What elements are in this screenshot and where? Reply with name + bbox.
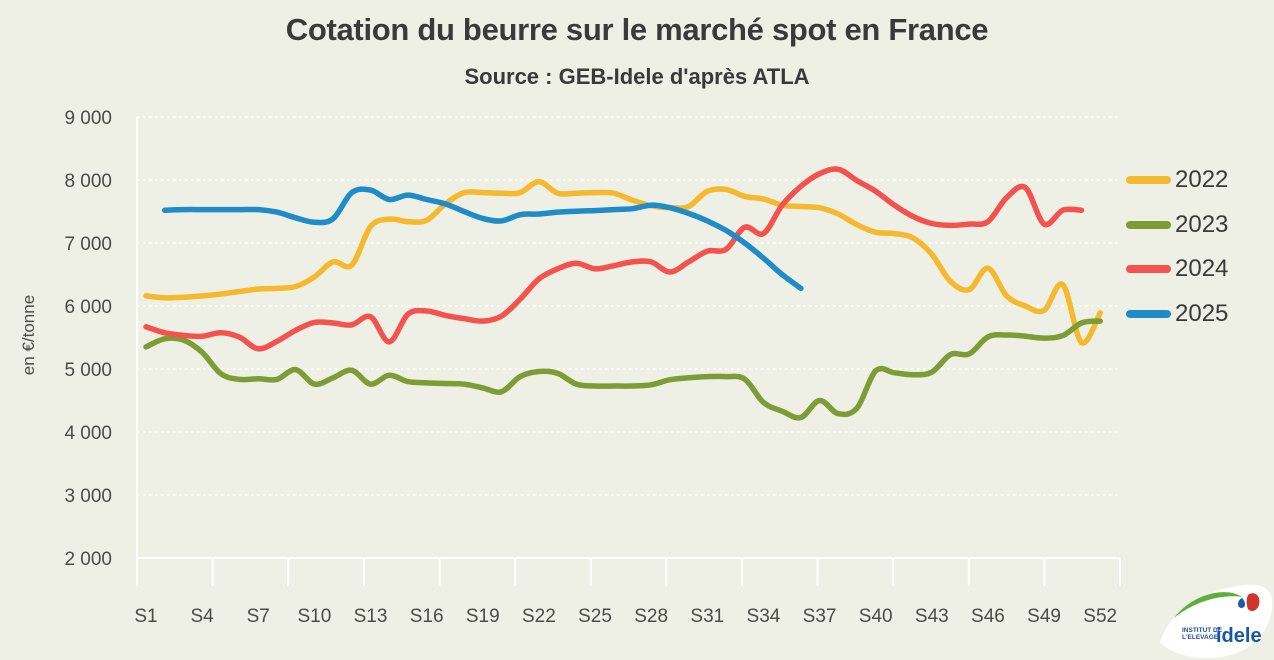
legend-label-2024: 2024 [1175,255,1229,283]
series-line-2022 [143,178,1103,346]
x-tick-label: S52 [1083,606,1117,627]
legend-item-2025: 2025 [1126,292,1228,337]
legend-label-2023: 2023 [1175,210,1229,238]
y-tick-label: 3 000 [64,486,112,507]
y-tick-label: 9 000 [64,108,112,129]
x-tick-label: S16 [410,606,444,627]
chart-title: Cotation du beurre sur le marché spot en… [285,12,989,47]
y-tick-label: 4 000 [64,423,112,444]
x-tick-label: S1 [134,606,157,627]
legend-item-2024: 2024 [1126,247,1228,292]
legend-label-2025: 2025 [1175,299,1229,327]
series-line-2023 [143,318,1103,421]
y-tick-label: 8 000 [64,171,112,192]
logo-green-swoosh [1174,592,1242,618]
x-tick-label: S43 [915,606,949,627]
legend-swatch-2024 [1126,265,1171,274]
legend-swatch-2022 [1126,176,1171,185]
x-tick-label: S28 [634,606,668,627]
legend-label-2022: 2022 [1175,166,1229,194]
x-tick-label: S25 [578,606,612,627]
legend-swatch-2023 [1126,220,1171,229]
x-tick-label: S40 [859,606,893,627]
x-tick-label: S22 [522,606,556,627]
series-line-2025 [161,186,804,292]
legend-swatch-2025 [1126,309,1171,318]
x-tick-label: S4 [191,606,215,627]
x-tick-label: S7 [247,606,270,627]
legend-item-2023: 2023 [1126,203,1228,248]
x-tick-label: S37 [803,606,837,627]
series-line-2024 [143,166,1085,352]
x-tick-label: S31 [690,606,724,627]
x-tick-label: S19 [466,606,500,627]
idele-logo: INSTITUT DE L'ELEVAGE idele [1160,584,1273,659]
x-tick-label: S46 [971,606,1005,627]
logo-text-line1: INSTITUT DE [1182,627,1223,634]
logo-red-comma [1246,593,1260,612]
logo-text-line2: L'ELEVAGE [1182,634,1219,641]
x-tick-label: S13 [354,606,388,627]
chart-subtitle: Source : GEB-Idele d'après ATLA [464,64,810,89]
legend: 2022 2023 2024 2025 [1126,158,1228,336]
y-tick-label: 6 000 [64,297,112,318]
logo-blue-droplet [1238,598,1246,608]
y-tick-label: 7 000 [64,234,112,255]
x-tick-label: S34 [747,606,781,627]
x-tick-label: S10 [297,606,331,627]
x-tick-label: S49 [1027,606,1061,627]
legend-item-2022: 2022 [1126,158,1228,203]
y-tick-label: 2 000 [64,549,112,570]
logo-brand-text: idele [1216,625,1262,647]
y-tick-label: 5 000 [64,360,112,381]
